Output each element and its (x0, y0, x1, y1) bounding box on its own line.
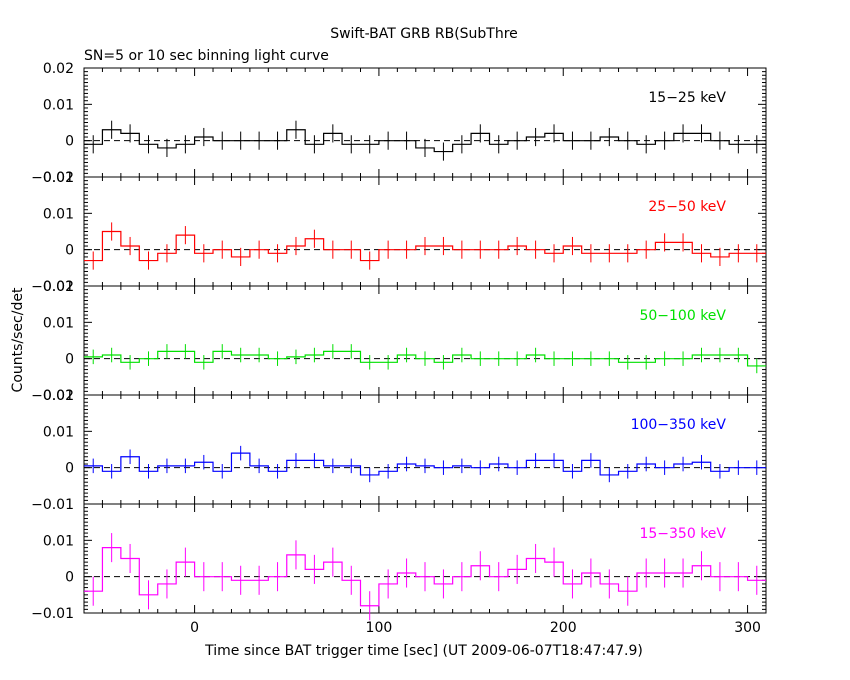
y-tick-label: −0.01 (31, 279, 74, 295)
y-tick-label: 0.01 (43, 424, 74, 440)
x-tick-label: 300 (734, 620, 761, 636)
series-step-line (84, 547, 766, 607)
series-label: 15−25 keV (648, 90, 726, 106)
y-tick-label: 0.01 (43, 206, 74, 222)
y-tick-label: 0 (65, 134, 74, 150)
y-tick-label: 0.02 (43, 61, 74, 77)
y-tick-label: 0.02 (43, 170, 74, 186)
y-tick-label: −0.01 (31, 388, 74, 404)
x-axis-label: Time since BAT trigger time [sec] (UT 20… (204, 643, 643, 659)
series-label: 100−350 keV (631, 417, 727, 433)
series-step-line (84, 350, 766, 367)
y-tick-label: 0 (65, 243, 74, 259)
series-step-line (84, 129, 766, 153)
chart-title: Swift-BAT GRB RB(SubThre (330, 26, 518, 42)
series-label: 15−350 keV (639, 526, 726, 542)
series-step-line (84, 230, 766, 262)
y-tick-label: 0.02 (43, 279, 74, 295)
series-label: 25−50 keV (648, 199, 726, 215)
x-tick-label: 0 (190, 620, 199, 636)
y-tick-label: −0.01 (31, 170, 74, 186)
series-step-line (84, 452, 766, 476)
panel-frame (83, 67, 767, 178)
panel-2: −0.01 0 0.01 0.02 25−50 keV (31, 170, 767, 295)
panel-frame (83, 176, 767, 287)
panel-frame (83, 394, 767, 505)
panel-3: −0.01 0 0.01 0.02 50−100 keV (31, 279, 767, 404)
y-tick-label: 0.01 (43, 97, 74, 113)
y-tick-label: 0.02 (43, 388, 74, 404)
panel-frame (83, 285, 767, 396)
x-tick-label: 100 (366, 620, 393, 636)
panel-frame (83, 503, 767, 614)
y-tick-label: 0.01 (43, 533, 74, 549)
y-tick-label: −0.01 (31, 606, 74, 622)
panel-1: −0.01 0 0.01 0.02 15−25 keV (31, 61, 767, 186)
x-tick-label: 200 (550, 620, 577, 636)
y-tick-label: −0.01 (31, 497, 74, 513)
y-tick-label: 0 (65, 570, 74, 586)
y-tick-label: 0 (65, 461, 74, 477)
series-label: 50−100 keV (639, 308, 726, 324)
y-axis-label: Counts/sec/det (10, 287, 26, 392)
chart-subtitle: SN=5 or 10 sec binning light curve (84, 48, 329, 64)
panel-5: −0.01 0 0.01 15−350 keV (31, 503, 767, 622)
y-tick-label: 0 (65, 352, 74, 368)
panel-4: −0.01 0 0.01 0.02 100−350 keV (31, 388, 767, 513)
y-tick-label: 0.01 (43, 315, 74, 331)
panels-group: −0.01 0 0.01 0.02 15−25 keV −0.01 0 0.01 0.02 25−… (31, 61, 767, 636)
